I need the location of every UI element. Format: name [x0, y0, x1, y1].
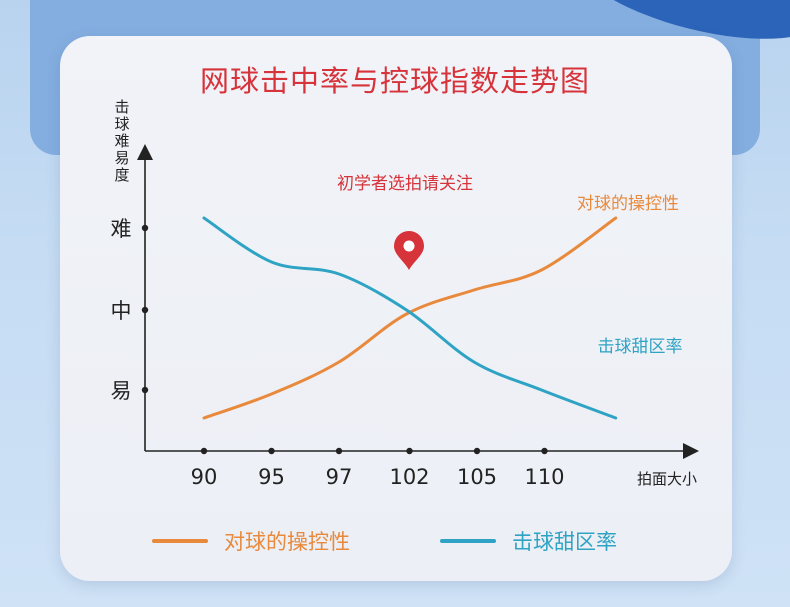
y-tick-label: 中 [111, 299, 132, 323]
location-pin-icon [394, 231, 424, 270]
x-tick-label: 102 [389, 465, 429, 489]
x-tick-dot [335, 447, 343, 455]
axes [137, 144, 699, 459]
y-tick-label: 难 [111, 217, 132, 241]
y-axis-label-char: 难 [114, 132, 129, 150]
legend-item-sweetspot: 击球甜区率 [440, 526, 617, 556]
y-axis-label-char: 度 [114, 166, 129, 184]
y-tick-dot [141, 306, 149, 314]
y-tick-label: 易 [111, 379, 132, 403]
x-tick-label: 110 [524, 465, 564, 489]
chart-marks [202, 216, 618, 420]
x-tick-label: 95 [258, 465, 285, 489]
legend-item-control: 对球的操控性 [152, 526, 350, 556]
series-line-sweetspot [202, 216, 618, 420]
x-tick-dot [541, 447, 548, 455]
y-axis-label-char: 球 [114, 115, 129, 133]
legend: 对球的操控性 击球甜区率 [0, 526, 790, 556]
x-tick-dot [268, 447, 275, 455]
legend-label-control: 对球的操控性 [224, 530, 350, 554]
y-axis-label-char: 击 [114, 98, 129, 116]
annotation-text: 初学者选拍请关注 [337, 174, 473, 194]
series-end-label: 对球的操控性 [577, 194, 679, 214]
x-tick-dot [473, 447, 481, 455]
legend-swatch-sweetspot [440, 539, 496, 543]
x-tick-label: 97 [326, 465, 353, 489]
legend-swatch-control [152, 539, 208, 543]
x-tick-label: 105 [457, 465, 497, 489]
y-tick-dot [141, 386, 149, 394]
y-axis-label-char: 易 [114, 149, 129, 167]
y-tick-dot [141, 224, 149, 232]
chart-card [60, 36, 732, 581]
chart-title: 网球击中率与控球指数走势图 [199, 64, 590, 98]
series-line-control [202, 216, 618, 420]
legend-label-sweetspot: 击球甜区率 [512, 530, 617, 554]
series-end-label: 击球甜区率 [598, 337, 683, 357]
x-tick-dot [406, 447, 413, 455]
x-tick-dot [200, 447, 208, 455]
x-axis-label: 拍面大小 [637, 470, 697, 488]
x-tick-label: 90 [191, 465, 218, 489]
